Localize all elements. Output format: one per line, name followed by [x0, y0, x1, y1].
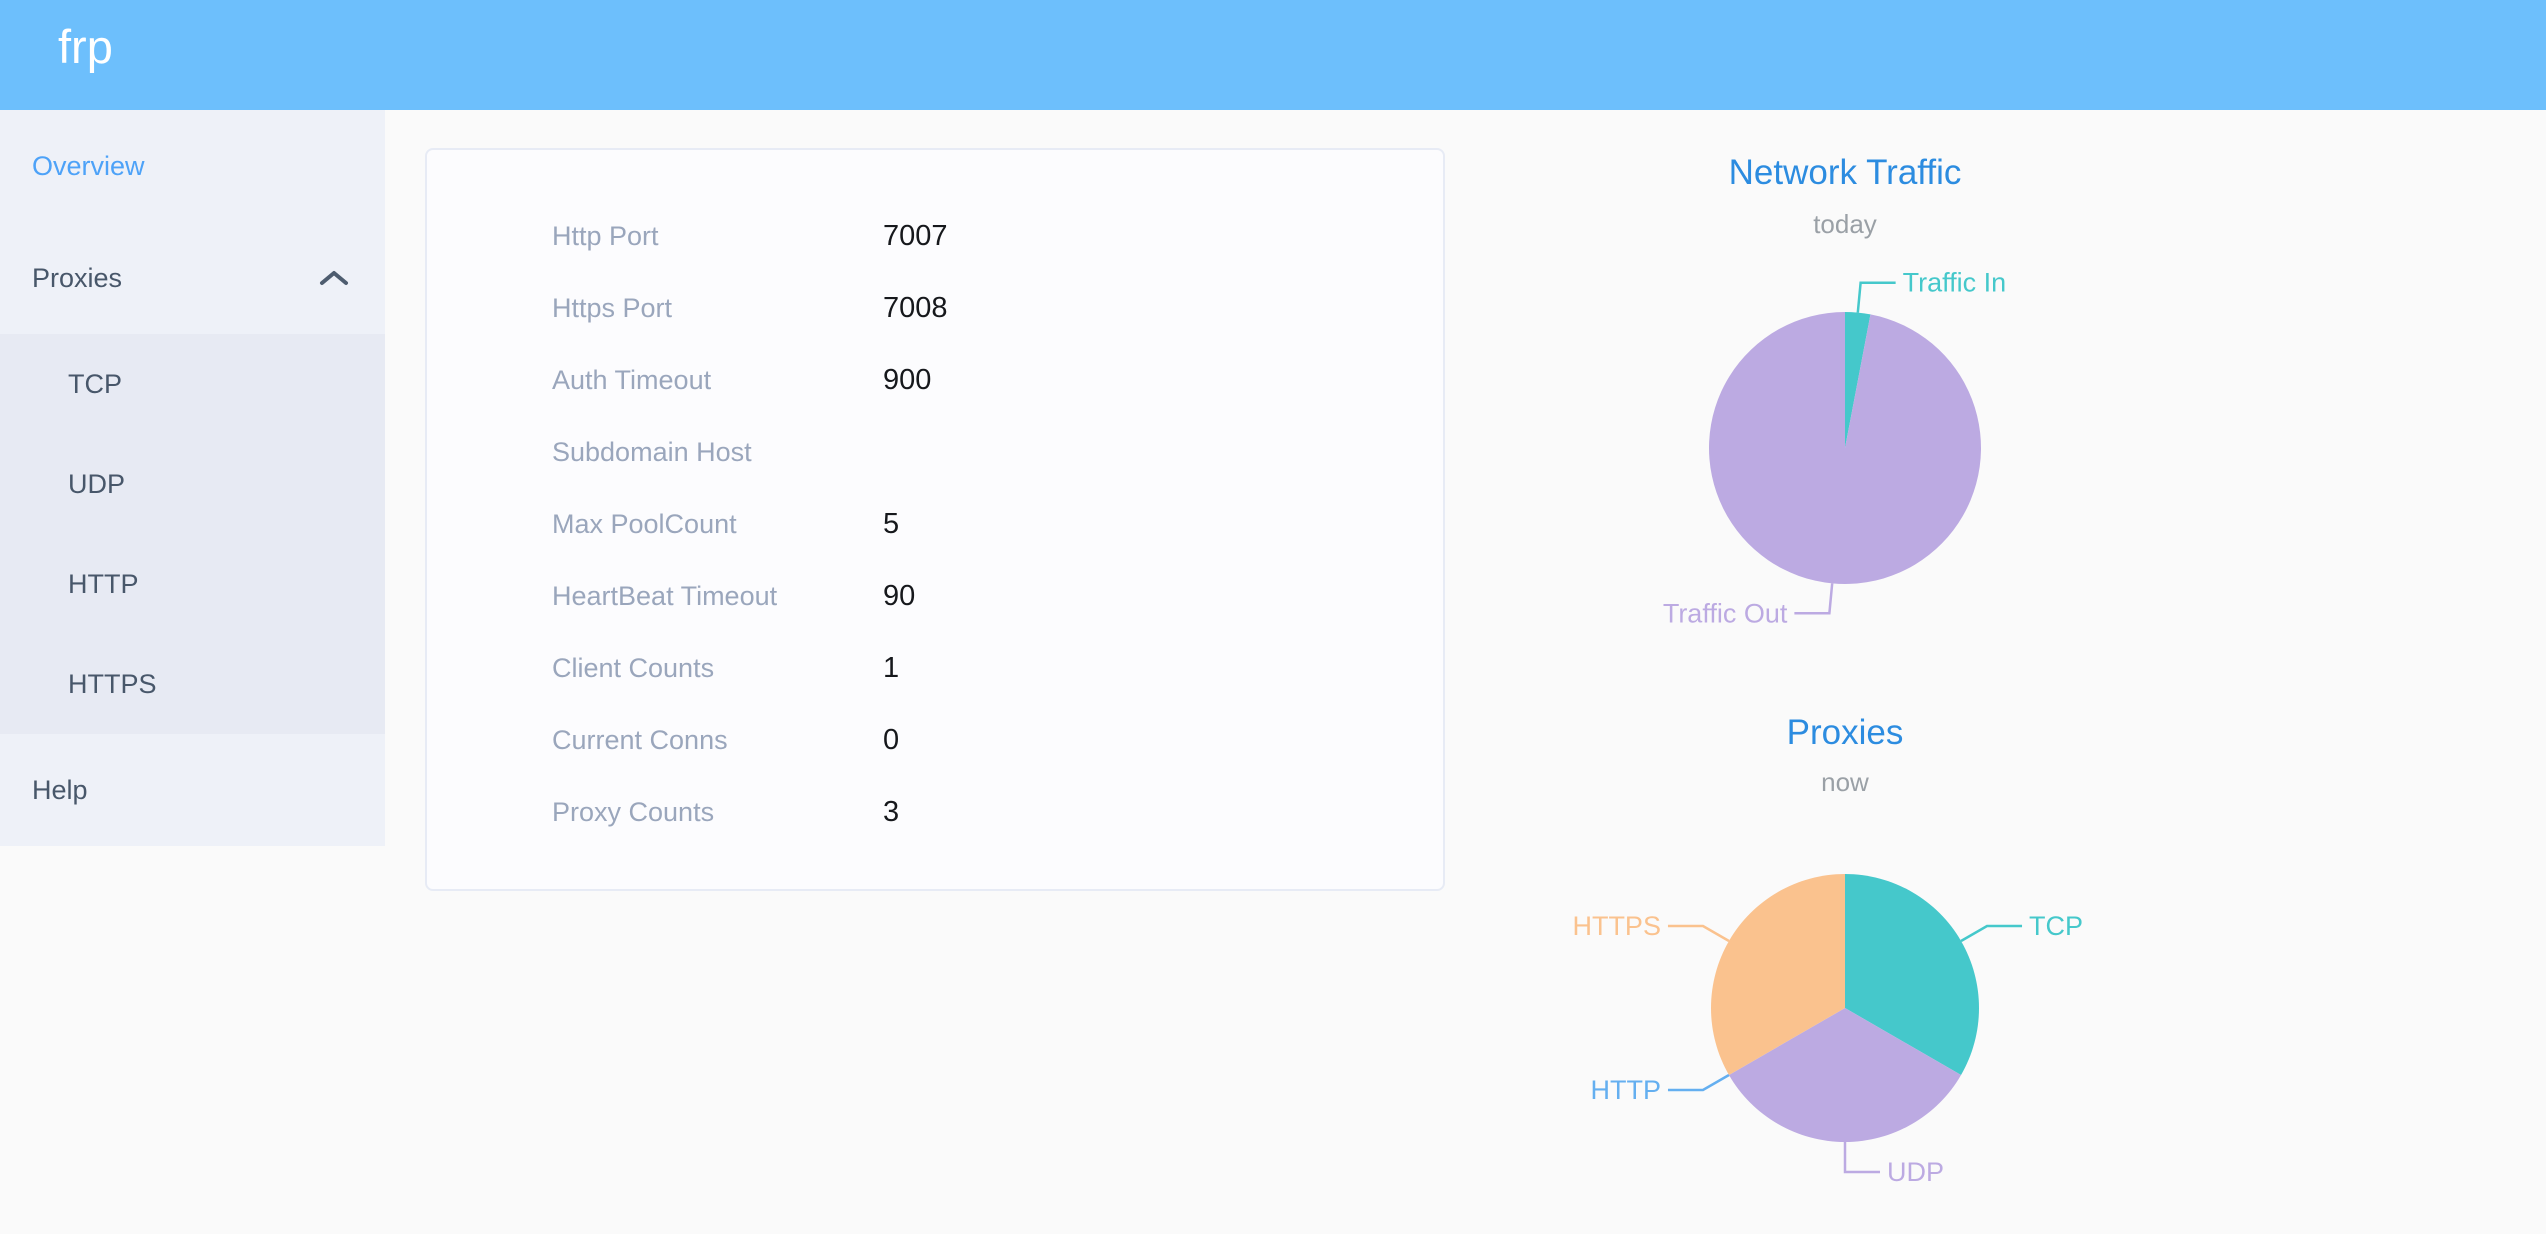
info-value: 3: [883, 795, 900, 828]
info-label: Https Port: [552, 292, 673, 323]
info-value: 5: [883, 507, 900, 540]
pie-label-udp: UDP: [1887, 1157, 1944, 1187]
info-label: Subdomain Host: [552, 436, 752, 467]
header-bar: frp: [0, 0, 2546, 110]
info-row-client-counts: Client Counts 1: [427, 632, 1443, 704]
network-traffic-pie-chart: Traffic In Traffic Out: [1663, 268, 2007, 629]
sidebar-item-label: HTTP: [68, 568, 139, 599]
pie-label-line: [1667, 924, 1730, 943]
proxies-pie-chart: TCP UDP HTTP HTTPS: [1572, 874, 2083, 1187]
pie-label-line: [1843, 1142, 1880, 1174]
info-row-heartbeat-timeout: HeartBeat Timeout 90: [427, 560, 1443, 632]
sidebar-item-label: Help: [32, 774, 88, 805]
sidebar-item-label: Proxies: [32, 262, 123, 293]
info-value: 0: [883, 723, 900, 756]
info-value: 7008: [883, 291, 948, 324]
proxies-chart-subtitle: now: [1821, 767, 1869, 797]
info-label: Proxy Counts: [552, 796, 715, 827]
sidebar-item-http[interactable]: HTTP: [0, 534, 385, 634]
sidebar-item-https[interactable]: HTTPS: [0, 634, 385, 734]
pie-label-line: [1856, 281, 1896, 313]
sidebar-item-overview[interactable]: Overview: [0, 110, 385, 222]
info-label: Client Counts: [552, 652, 715, 683]
pie-slice-udp[interactable]: [1728, 1008, 1962, 1142]
info-label: HeartBeat Timeout: [552, 580, 778, 611]
proxies-chart-title: Proxies: [1786, 713, 1904, 752]
info-row-max-poolcount: Max PoolCount 5: [427, 488, 1443, 560]
info-row-https-port: Https Port 7008: [427, 272, 1443, 344]
pie-label-line: [1960, 924, 2023, 943]
info-value: 1: [883, 651, 900, 684]
sidebar-item-label: HTTPS: [68, 668, 157, 699]
pie-label-tcp: TCP: [2029, 911, 2083, 941]
info-row-auth-timeout: Auth Timeout 900: [427, 344, 1443, 416]
info-label: Http Port: [552, 220, 659, 251]
info-row-current-conns: Current Conns 0: [427, 704, 1443, 776]
server-info-card: Http Port 7007 Https Port 7008 Auth Time…: [425, 148, 1445, 891]
sidebar-item-label: TCP: [68, 368, 122, 399]
app-logo[interactable]: frp: [58, 19, 113, 73]
sidebar: Overview Proxies TCP UDP HTTP HTTPS Help: [0, 110, 385, 846]
sidebar-item-udp[interactable]: UDP: [0, 434, 385, 534]
sidebar-item-label: UDP: [68, 468, 126, 499]
pie-slice-https[interactable]: [1711, 874, 1845, 1075]
pie-slice-traffic-out[interactable]: [1709, 312, 1981, 584]
info-label: Max PoolCount: [552, 508, 737, 539]
info-value: 7007: [883, 219, 948, 252]
pie-label-traffic-out: Traffic Out: [1663, 598, 1788, 628]
sidebar-item-tcp[interactable]: TCP: [0, 334, 385, 434]
info-label: Current Conns: [552, 724, 728, 755]
sidebar-item-label: Overview: [32, 150, 145, 181]
info-row-http-port: Http Port 7007: [427, 200, 1443, 272]
pie-label-https: HTTPS: [1572, 911, 1661, 941]
info-label: Auth Timeout: [552, 364, 712, 395]
pie-label-traffic-in: Traffic In: [1903, 268, 2007, 298]
pie-label-line: [1794, 583, 1834, 615]
proxies-submenu: TCP UDP HTTP HTTPS: [0, 334, 385, 734]
pie-label-line: [1667, 1073, 1730, 1092]
sidebar-item-help[interactable]: Help: [0, 734, 385, 846]
info-row-subdomain-host: Subdomain Host: [427, 416, 1443, 488]
pie-label-http: HTTP: [1590, 1075, 1661, 1105]
sidebar-item-proxies[interactable]: Proxies: [0, 222, 385, 334]
network-traffic-chart-title: Network Traffic: [1728, 153, 1962, 192]
info-value: 90: [883, 579, 916, 612]
info-row-proxy-counts: Proxy Counts 3: [427, 776, 1443, 848]
chevron-up-icon[interactable]: [319, 269, 349, 287]
pie-slice-traffic-in[interactable]: [1845, 312, 1871, 448]
pie-slice-tcp[interactable]: [1845, 874, 1979, 1075]
info-value: 900: [883, 363, 932, 396]
network-traffic-chart-subtitle: today: [1813, 209, 1877, 239]
